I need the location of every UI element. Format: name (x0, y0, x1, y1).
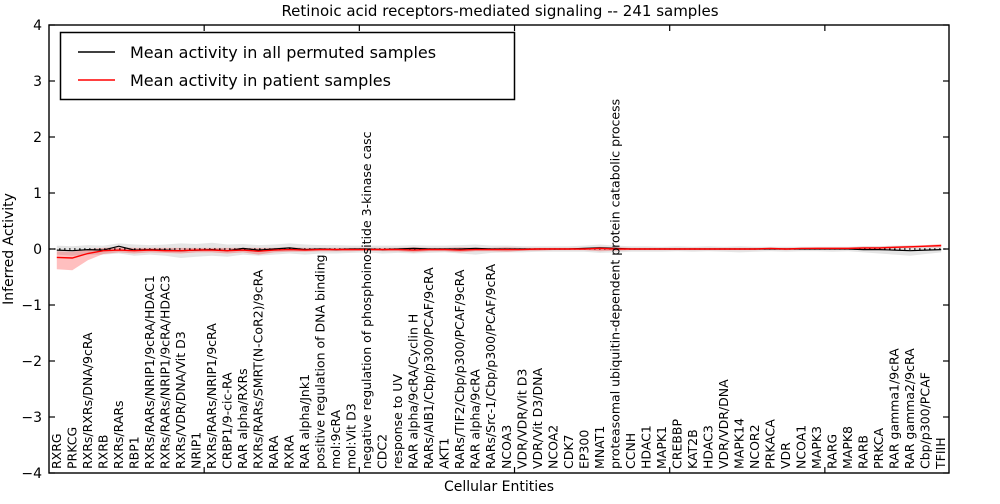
x-category-label: RXRA (282, 435, 297, 469)
x-category-label: RARs/TIF2/Cbp/p300/PCAF/9cRA (452, 269, 467, 469)
x-category-label: CRBP1/9-cic-RA (219, 372, 234, 469)
x-category-label: RXRs/RARs/NRIP1/9cRA/HDAC1 (142, 275, 157, 469)
chart-title: Retinoic acid receptors-mediated signali… (281, 2, 718, 20)
x-category-label: HDAC3 (700, 425, 715, 469)
y-axis-label: Inferred Activity (1, 193, 17, 305)
x-category-label: RXRs/RARs (111, 400, 126, 469)
x-category-label: MNAT1 (592, 426, 607, 469)
legend-box (59, 31, 516, 101)
x-category-label: RARG (825, 434, 840, 469)
x-category-label: VDR/Vit D3/DNA (530, 368, 545, 469)
x-category-label: NCOR2 (747, 424, 762, 469)
x-category-label: TFIIH (933, 437, 948, 470)
x-category-label: MAPK3 (809, 426, 824, 469)
y-tick-label: −1 (21, 298, 42, 314)
x-category-label: EP300 (576, 430, 591, 469)
legend: Mean activity in all permuted samples Me… (59, 31, 516, 101)
x-category-label: RAR alpha/9cRA (468, 369, 483, 469)
x-category-label: negative regulation of phosphoinositide … (359, 131, 374, 469)
permuted-band (56, 242, 942, 258)
x-category-label: RAR alpha/RXRs (235, 368, 250, 469)
x-category-label: AKT1 (437, 438, 452, 469)
x-category-label: MAPK8 (840, 426, 855, 469)
plot-border (48, 24, 950, 474)
x-category-label: VDR/VDR/Vit D3 (514, 369, 529, 469)
x-category-label: positive regulation of DNA binding (313, 254, 328, 469)
legend-label-permuted: Mean activity in all permuted samples (130, 43, 436, 62)
x-category-label: PRKACA (763, 419, 778, 469)
x-category-label: RXRs/VDR/DNA/Vit D3 (173, 331, 188, 469)
x-category-label: HDAC1 (638, 425, 653, 469)
x-category-label: PRKCG (64, 427, 79, 469)
x-category-label: CDK7 (561, 434, 576, 469)
series-lines (56, 244, 942, 259)
y-tick-label: 2 (33, 130, 42, 146)
y-tick-label: 4 (33, 18, 42, 34)
confidence-bands (56, 242, 942, 271)
x-category-label: CREBBP (669, 419, 684, 469)
x-category-label: NRIP1 (188, 432, 203, 469)
y-tick-label: −4 (21, 466, 42, 482)
x-category-label: RXRs/RARs/NRIP1/9cRA/HDAC3 (157, 275, 172, 469)
x-category-label: Cbp/p300/PCAF (918, 372, 933, 469)
x-category-label: RXRG (49, 433, 64, 469)
patient-mean-line (56, 244, 942, 259)
x-category-label: proteasomal ubiquitin-dependent protein … (607, 99, 622, 469)
x-category-label: RXRB (95, 434, 110, 469)
legend-label-patient: Mean activity in patient samples (130, 71, 391, 90)
x-category-label: RARs/AIB1/Cbp/p300/PCAF/9cRA (421, 267, 436, 469)
y-tick-label: −3 (21, 410, 42, 426)
x-category-label: RXRs/RARs/NRIP1/9cRA (204, 323, 219, 469)
x-category-label: NCOA3 (499, 425, 514, 469)
x-category-label: RAR alpha/Jnk1 (297, 374, 312, 469)
x-category-label: CCNH (623, 433, 638, 469)
x-category-label: response to UV (390, 374, 405, 469)
x-axis-label: Cellular Entities (444, 479, 554, 495)
x-category-label: MAPK14 (732, 418, 747, 469)
y-tick-label: −2 (21, 354, 42, 370)
x-category-label: RAR alpha/9cRA/Cyclin H (406, 314, 421, 469)
axis-ticks: −4 −3 −2 −1 0 1 2 3 4 (21, 18, 949, 482)
x-category-label: VDR (778, 442, 793, 469)
x-category-label: KAT2B (685, 429, 700, 469)
x-category-label: RXRs/RARs/SMRT(N-CoR2)/9cRA (250, 269, 265, 469)
x-category-label: CDC2 (375, 434, 390, 469)
x-category-label: RAR gamma1/9cRA (887, 348, 902, 469)
x-category-labels: RXRG PRKCG RXRs/RXRs/DNA/9cRA RXRB RXRs/RARs… (49, 99, 948, 470)
x-category-label: RARA (266, 435, 281, 469)
x-category-label: MAPK1 (654, 426, 669, 469)
x-category-label: RAR gamma2/9cRA (902, 348, 917, 469)
x-category-label: VDR/VDR/DNA (716, 379, 731, 469)
x-category-label: mol:Vit D3 (344, 403, 359, 469)
y-tick-label: 3 (33, 74, 42, 90)
x-category-label: RARs/Src-1/Cbp/p300/PCAF/9cRA (483, 263, 498, 469)
x-category-label: RBP1 (126, 436, 141, 469)
x-category-label: PRKCA (871, 428, 886, 469)
y-tick-label: 0 (33, 242, 42, 258)
x-category-label: mol:9cRA (328, 409, 343, 469)
x-category-label: RARB (856, 435, 871, 469)
y-tick-label: 1 (33, 186, 42, 202)
x-category-label: NCOA1 (794, 425, 809, 469)
x-category-label: NCOA2 (545, 425, 560, 469)
x-category-label: RXRs/RXRs/DNA/9cRA (80, 332, 95, 469)
